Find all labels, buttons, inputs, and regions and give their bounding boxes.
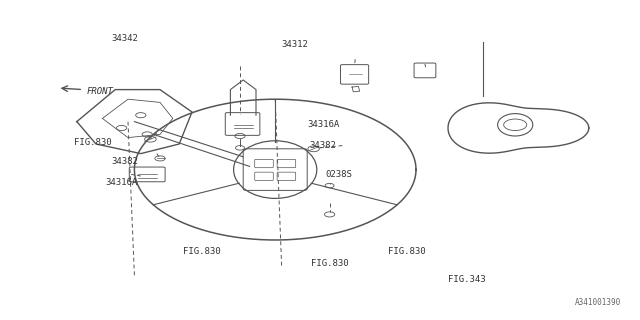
- Text: 34312: 34312: [281, 40, 308, 49]
- Text: 34342: 34342: [111, 34, 138, 43]
- Text: 34382: 34382: [310, 141, 337, 150]
- Text: A341001390: A341001390: [575, 298, 621, 307]
- Text: FIG.830: FIG.830: [388, 247, 425, 256]
- Text: FIG.343: FIG.343: [449, 275, 486, 284]
- Text: FIG.830: FIG.830: [74, 138, 111, 147]
- Text: 34316A: 34316A: [307, 120, 339, 129]
- Text: 0238S: 0238S: [326, 170, 353, 179]
- Text: FIG.830: FIG.830: [183, 247, 220, 256]
- Text: 34316A: 34316A: [106, 178, 138, 187]
- Text: FRONT: FRONT: [86, 87, 113, 96]
- Text: 34382: 34382: [111, 157, 138, 166]
- Text: FIG.830: FIG.830: [311, 260, 348, 268]
